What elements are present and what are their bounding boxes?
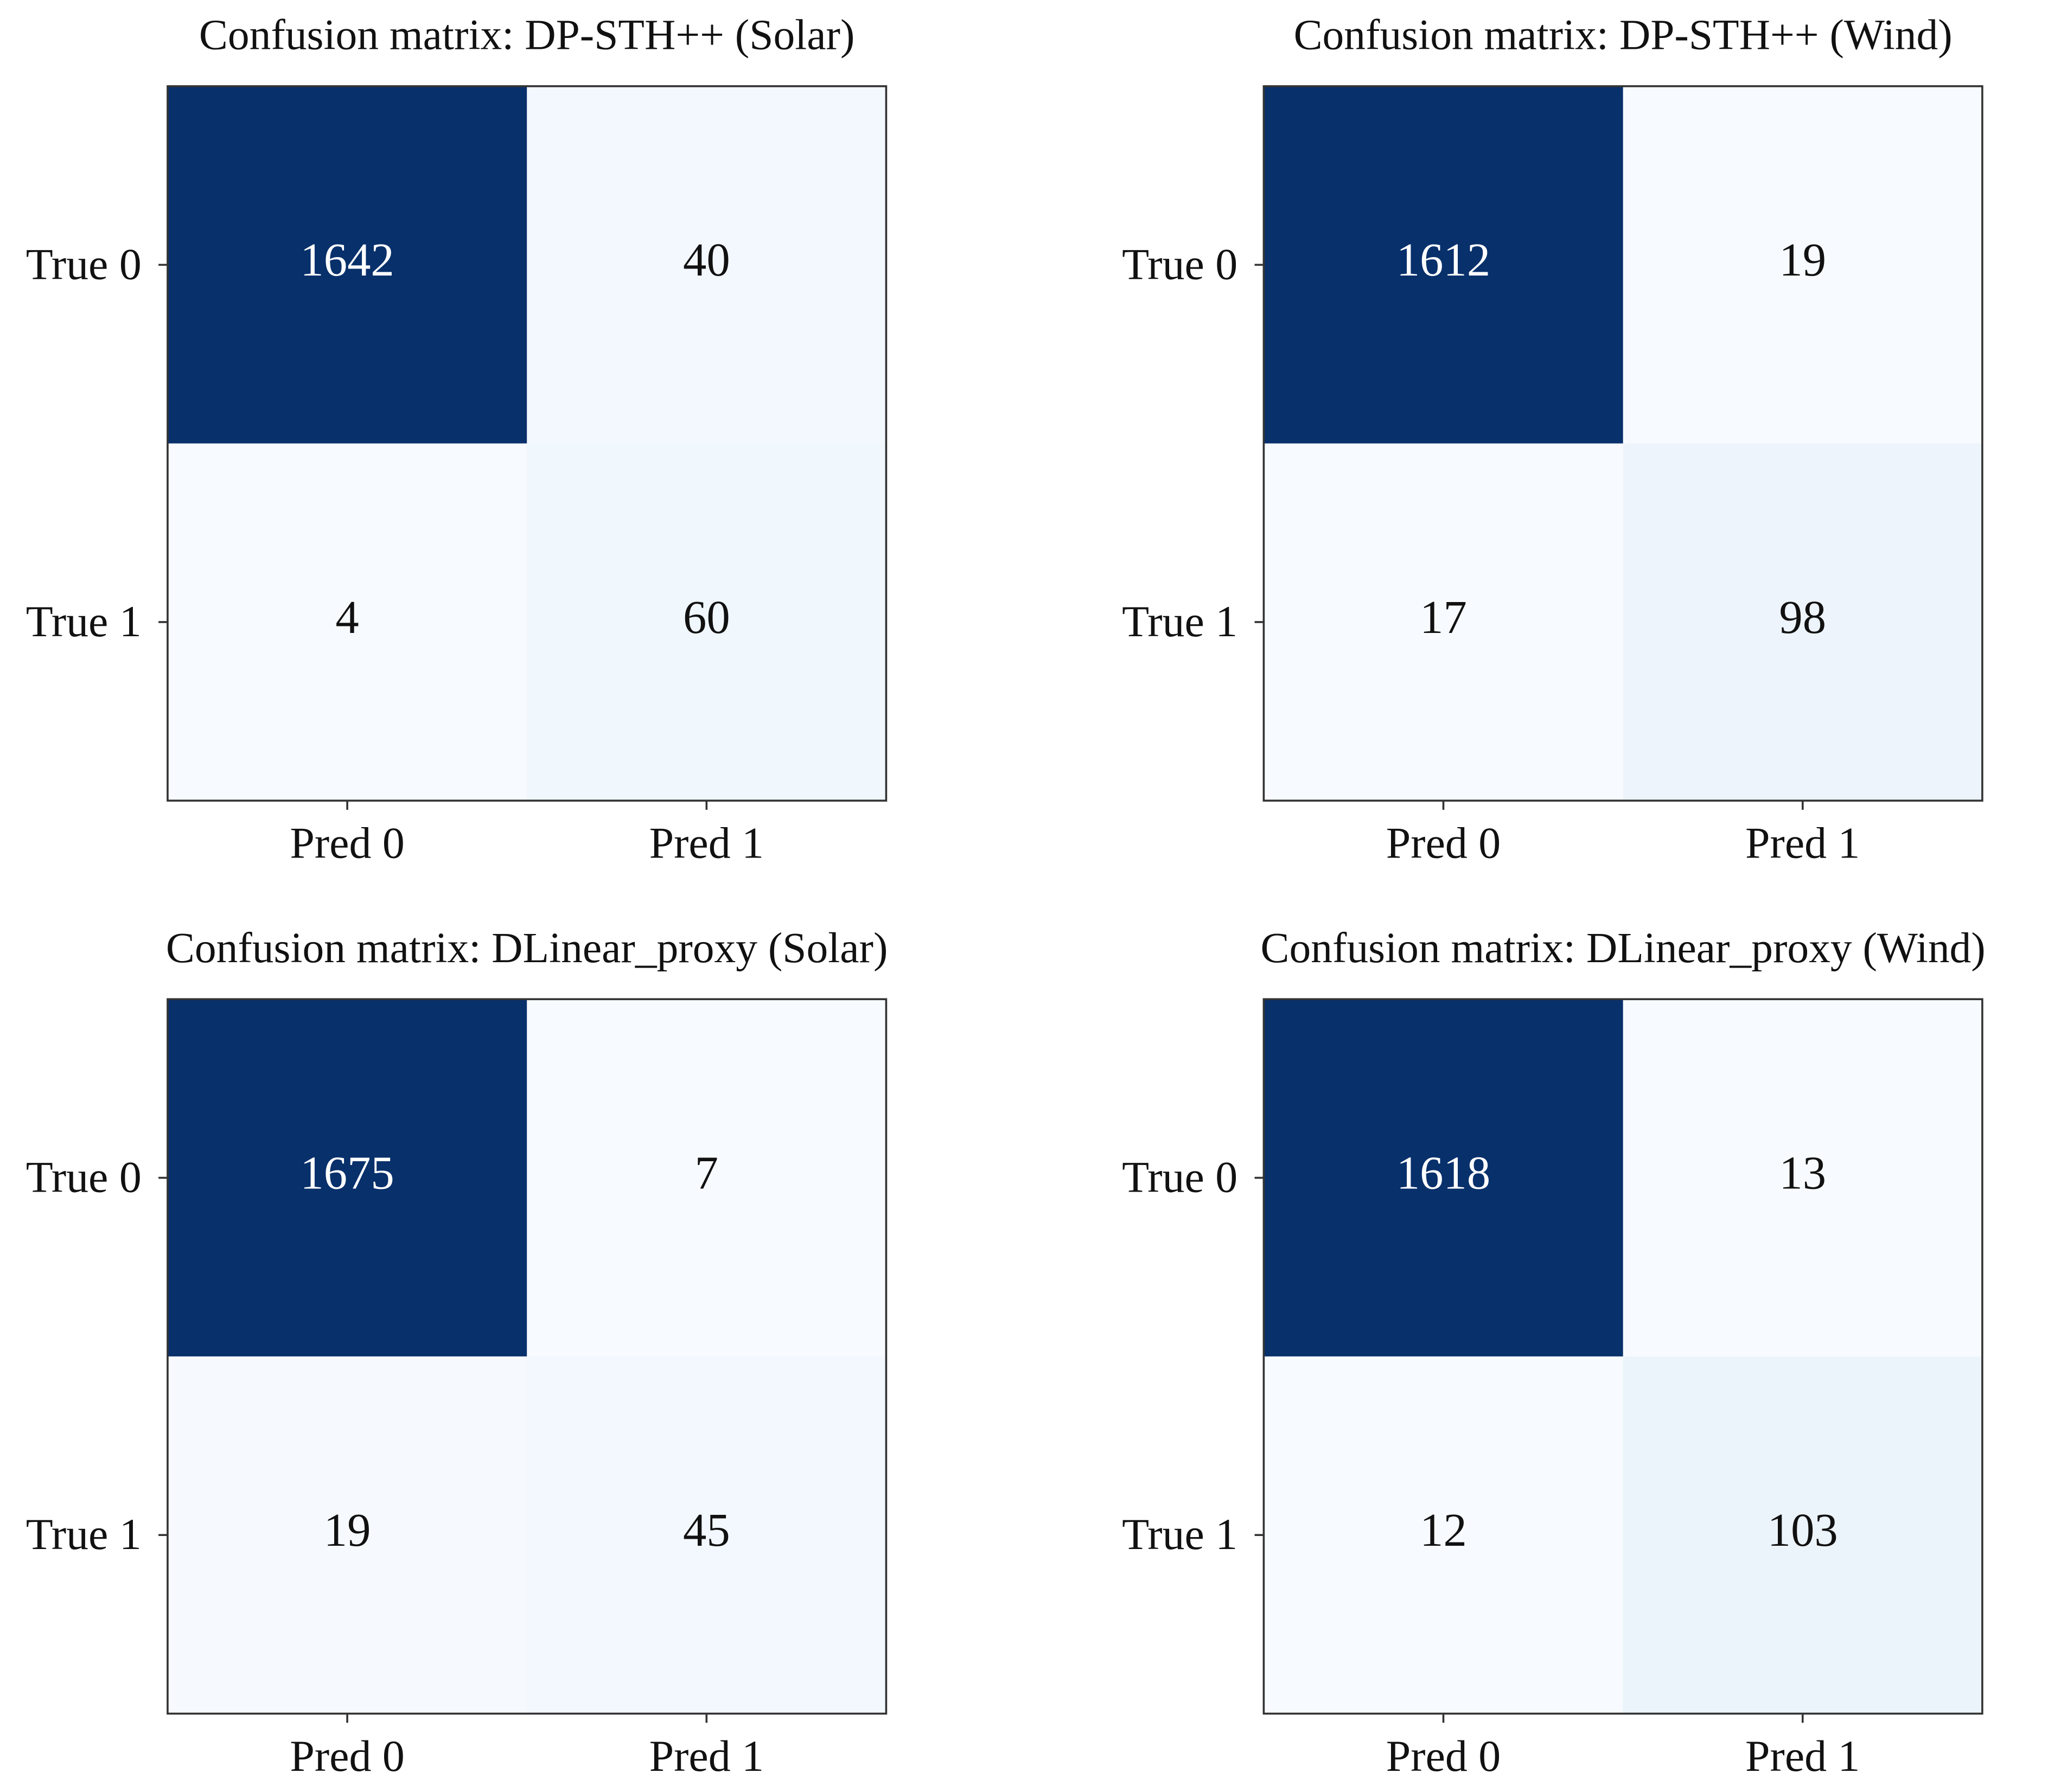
x-tick-label: Pred 0 [1386, 1731, 1501, 1781]
cell [167, 1356, 528, 1714]
cell [527, 443, 887, 802]
cell-label: 13 [1779, 1147, 1826, 1199]
y-tick-label: True 1 [26, 597, 142, 646]
frame [1262, 998, 1983, 1715]
cell [527, 999, 887, 1358]
cell-label: 12 [1420, 1504, 1467, 1556]
frame [1262, 85, 1983, 802]
cell-label: 45 [683, 1504, 730, 1556]
cell-label: 1642 [300, 234, 394, 286]
y-tick-label: True 0 [26, 239, 142, 289]
y-tick-label: True 1 [26, 1509, 142, 1559]
cell-label: 1675 [300, 1147, 394, 1199]
cell-label: 103 [1768, 1504, 1838, 1556]
x-tick-label: Pred 0 [1386, 818, 1501, 868]
chart-title: Confusion matrix: DLinear_proxy (Solar) [166, 924, 888, 972]
cell [527, 1356, 887, 1714]
cell-label: 19 [324, 1504, 371, 1556]
cell [1264, 1356, 1624, 1714]
x-tick-label: Pred 1 [1745, 1731, 1860, 1781]
y-tick-label: True 1 [1122, 1509, 1237, 1559]
cell [167, 999, 528, 1358]
cell [1264, 443, 1624, 802]
cell-label: 40 [683, 234, 730, 286]
cell-label: 7 [695, 1147, 718, 1199]
x-tick-label: Pred 0 [290, 1731, 404, 1781]
cell-label: 98 [1779, 591, 1826, 643]
cell [1623, 443, 1983, 802]
x-tick-label: Pred 0 [290, 818, 404, 868]
cell [167, 86, 528, 444]
y-tick-label: True 0 [1122, 1153, 1237, 1202]
cell [1264, 999, 1624, 1358]
x-tick-label: Pred 1 [649, 1731, 764, 1781]
cell-label: 1618 [1396, 1147, 1490, 1199]
cell [1623, 999, 1983, 1358]
y-tick-label: True 1 [1122, 597, 1237, 646]
cell-label: 4 [335, 591, 359, 643]
y-tick-label: True 0 [1122, 239, 1237, 289]
cell-label: 60 [683, 591, 730, 643]
y-tick-label: True 0 [26, 1153, 142, 1202]
x-tick-label: Pred 1 [1745, 818, 1860, 868]
frame [167, 998, 888, 1715]
cell-label: 17 [1420, 591, 1467, 643]
chart-title: Confusion matrix: DP-STH++ (Wind) [1294, 11, 1953, 59]
frame [167, 85, 888, 802]
cell [1623, 86, 1983, 444]
chart-title: Confusion matrix: DP-STH++ (Solar) [199, 11, 855, 59]
cell [527, 86, 887, 444]
cell [1264, 86, 1624, 444]
cell-label: 1612 [1396, 234, 1490, 286]
cell [1623, 1356, 1983, 1714]
cell-label: 19 [1779, 234, 1826, 286]
x-tick-label: Pred 1 [649, 818, 764, 868]
cell [167, 443, 528, 802]
chart-title: Confusion matrix: DLinear_proxy (Wind) [1261, 924, 1986, 972]
